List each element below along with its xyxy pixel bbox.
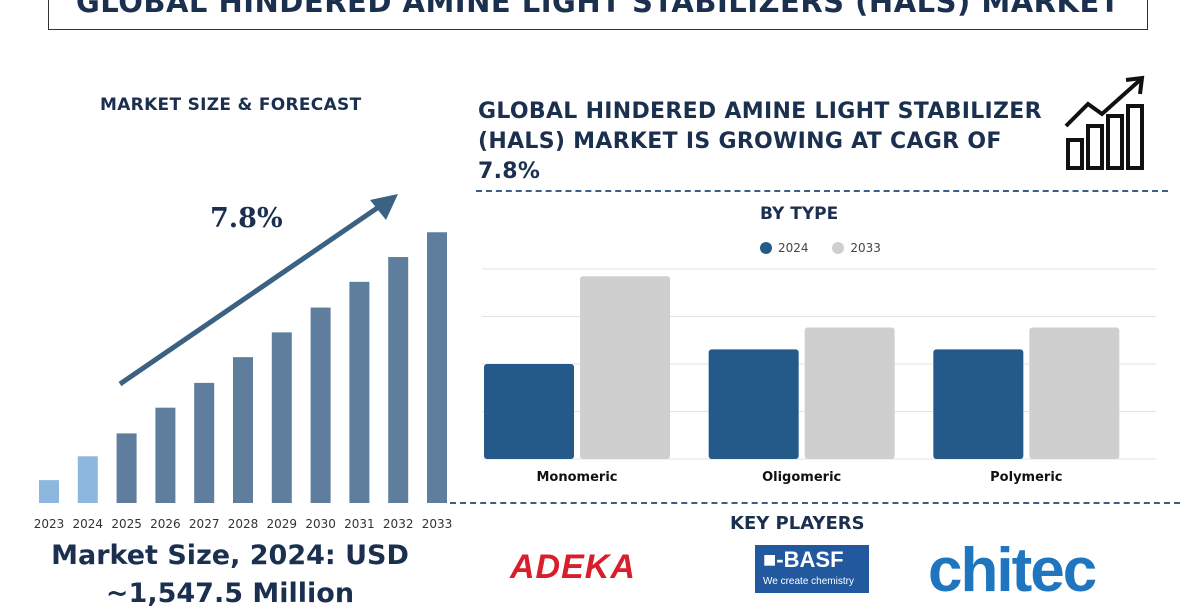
type-bar-chart: Monomeric Oligomeric Polymeric [482, 268, 1156, 485]
type-category-label: Oligomeric [762, 470, 841, 485]
section-divider [476, 190, 1168, 192]
forecast-bar-2032 [388, 257, 409, 503]
market-size-forecast-label: MARKET SIZE & FORECAST [100, 95, 362, 115]
forecast-tick-label: 2028 [228, 517, 259, 531]
legend-label-2033: 2033 [850, 241, 881, 255]
forecast-tick-label: 2031 [344, 517, 375, 531]
trend-arrow-head [370, 194, 398, 220]
market-size-line-1: Market Size, 2024: USD [51, 540, 409, 571]
forecast-tick-label: 2027 [189, 517, 220, 531]
type-bar-polymeric-2024 [933, 349, 1024, 459]
forecast-bar-2027 [194, 382, 215, 503]
legend-label-2024: 2024 [778, 241, 809, 255]
market-size-text: Market Size, 2024: USD ~1,547.5 Million [0, 537, 460, 613]
forecast-bar-2026 [155, 407, 176, 503]
legend-item-2024: 2024 [760, 241, 809, 255]
growth-headline: GLOBAL HINDERED AMINE LIGHT STABILIZER (… [478, 99, 1042, 184]
key-players-title: KEY PLAYERS [730, 513, 865, 534]
forecast-tick-label: 2032 [383, 517, 414, 531]
basf-logo-mark: ■-BASF [763, 547, 844, 572]
forecast-tick-label: 2024 [73, 517, 104, 531]
basf-logo: ■-BASF We create chemistry [755, 545, 869, 593]
chitec-logo: chitec [928, 536, 1097, 605]
type-bar-monomeric-2024 [484, 364, 574, 459]
legend-swatch-2033 [832, 242, 845, 254]
forecast-bar-chart: 2023 2024 2025 2026 2027 2028 2029 2030 2031 2032… [34, 194, 453, 531]
type-bar-polymeric-2033 [1029, 327, 1120, 459]
adeka-logo: ADEKA [510, 548, 636, 586]
page-title: GLOBAL HINDERED AMINE LIGHT STABILIZERS … [48, 0, 1148, 30]
forecast-tick-label: 2026 [150, 517, 181, 531]
forecast-bar-2033 [427, 232, 447, 503]
forecast-bar-2030 [310, 307, 331, 503]
forecast-tick-label: 2030 [305, 517, 336, 531]
forecast-bar-2025 [116, 433, 137, 503]
by-type-title: BY TYPE [760, 204, 839, 224]
forecast-bar-2024 [77, 456, 98, 503]
forecast-tick-label: 2025 [111, 517, 142, 531]
type-bar-monomeric-2033 [580, 276, 670, 459]
legend-item-2033: 2033 [832, 241, 881, 255]
trend-arrow-line [118, 199, 388, 387]
forecast-bar-2029 [271, 332, 292, 503]
type-category-label: Monomeric [537, 470, 618, 485]
type-category-label: Polymeric [990, 470, 1062, 485]
growth-chart-icon [1064, 75, 1145, 170]
forecast-bar-2023 [39, 480, 59, 503]
forecast-tick-label: 2023 [34, 517, 65, 531]
legend-swatch-2024 [760, 242, 772, 254]
forecast-bar-2031 [349, 281, 370, 503]
forecast-tick-label: 2033 [422, 517, 453, 531]
section-divider [450, 502, 1180, 504]
market-size-line-2: ~1,547.5 Million [105, 578, 355, 609]
type-bar-oligomeric-2024 [708, 349, 799, 459]
forecast-bar-2028 [233, 357, 253, 503]
cagr-annotation: 7.8% [210, 203, 283, 234]
forecast-tick-label: 2029 [267, 517, 298, 531]
type-chart-legend: 2024 2033 [760, 241, 901, 257]
type-bar-oligomeric-2033 [804, 327, 895, 459]
basf-tagline: We create chemistry [763, 576, 854, 587]
